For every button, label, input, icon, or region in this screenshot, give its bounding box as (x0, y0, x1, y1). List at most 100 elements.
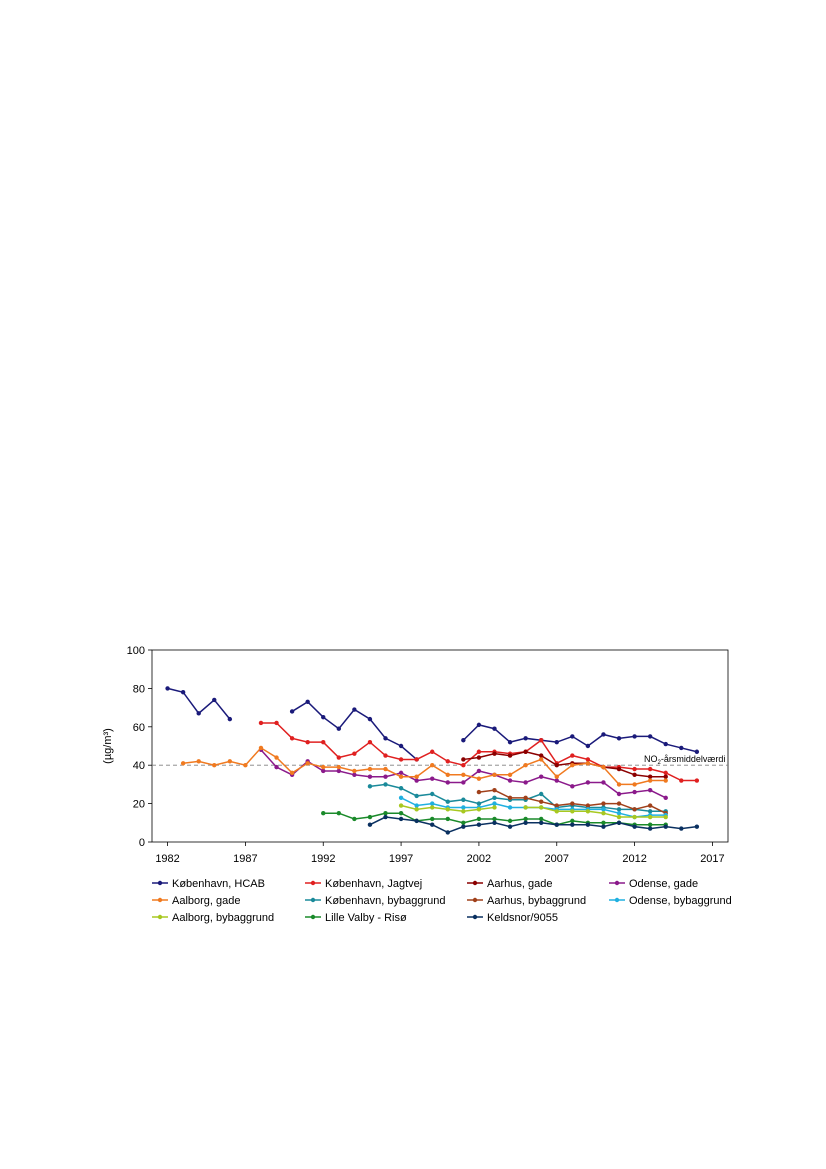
data-point (461, 757, 466, 762)
data-point (445, 807, 450, 812)
data-point (585, 757, 591, 762)
data-point (492, 787, 497, 793)
data-point (461, 809, 466, 814)
data-point (663, 774, 668, 779)
data-point (507, 772, 513, 777)
x-tick-label: 2017 (700, 853, 724, 865)
data-point (352, 772, 357, 777)
data-point (445, 816, 450, 822)
series-2 (461, 749, 668, 779)
data-point (445, 799, 450, 804)
y-axis-label: (µg/m³) (102, 728, 114, 764)
data-point (367, 766, 373, 772)
data-point (601, 811, 606, 816)
data-point (414, 774, 419, 779)
data-point (398, 795, 404, 801)
data-point (414, 793, 419, 799)
data-point (570, 818, 575, 824)
data-point (445, 759, 450, 764)
data-point (632, 789, 637, 795)
data-point (383, 782, 388, 787)
legend-label: Odense, bybaggrund (629, 895, 732, 907)
data-point (461, 805, 466, 810)
data-point (476, 789, 482, 795)
data-point (585, 743, 591, 749)
x-tick-label: 1987 (233, 853, 257, 865)
data-point (336, 811, 342, 816)
data-point (507, 739, 513, 745)
data-point (492, 726, 497, 731)
data-point (492, 816, 497, 822)
data-point (616, 782, 622, 787)
data-point (554, 822, 559, 827)
data-point (538, 753, 544, 758)
y-tick-label: 20 (133, 799, 145, 811)
data-point (398, 786, 404, 791)
data-point (663, 814, 668, 820)
data-point (538, 805, 544, 810)
data-point (476, 776, 482, 781)
data-point (445, 830, 450, 835)
data-point (585, 780, 591, 785)
data-point (538, 738, 544, 743)
data-point (352, 707, 357, 712)
data-point (538, 799, 544, 804)
legend-swatch-marker (310, 914, 316, 920)
data-point (180, 690, 186, 695)
data-point (538, 816, 544, 822)
data-point (632, 814, 637, 820)
data-point (398, 770, 404, 776)
data-point (352, 768, 357, 774)
series-group (165, 686, 700, 835)
data-point (523, 763, 528, 768)
data-point (570, 801, 575, 806)
data-point (476, 749, 482, 754)
data-point (492, 801, 497, 806)
data-point (305, 699, 310, 705)
data-point (679, 778, 684, 783)
data-point (585, 761, 591, 766)
data-point (398, 743, 404, 749)
data-point (274, 764, 279, 770)
data-point (538, 757, 544, 762)
series-10 (367, 814, 700, 835)
data-point (476, 807, 482, 812)
data-point (321, 739, 326, 745)
y-tick-label: 0 (139, 837, 145, 849)
data-point (383, 814, 388, 820)
data-point (445, 780, 450, 785)
data-point (523, 820, 528, 825)
legend-swatch-marker (472, 897, 478, 903)
data-point (367, 716, 373, 722)
data-point (352, 751, 357, 756)
data-point (507, 824, 513, 829)
data-point (212, 763, 217, 768)
data-point (398, 774, 404, 779)
data-point (585, 822, 591, 827)
legend-swatch-marker (310, 880, 316, 886)
data-point (632, 766, 637, 772)
legend-label: København, HCAB (172, 878, 265, 890)
legend-item: Aarhus, bybaggrund (467, 895, 586, 907)
data-point (461, 780, 466, 785)
data-point (507, 818, 513, 824)
data-point (647, 787, 653, 793)
data-point (538, 774, 544, 779)
legend-item: Odense, gade (609, 878, 698, 890)
data-point (601, 824, 606, 829)
data-point (523, 736, 528, 741)
data-point (570, 784, 575, 789)
data-point (647, 814, 653, 820)
data-point (647, 809, 653, 814)
series-line (463, 750, 666, 778)
data-point (258, 745, 264, 751)
data-point (414, 757, 419, 762)
data-point (663, 741, 668, 747)
data-point (570, 822, 575, 827)
data-point (616, 766, 622, 772)
legend-label: Aalborg, gade (172, 895, 241, 907)
data-point (570, 734, 575, 739)
legend-swatch-marker (472, 914, 478, 920)
reference-line-label: NO2-årsmiddelværdi (644, 754, 725, 766)
